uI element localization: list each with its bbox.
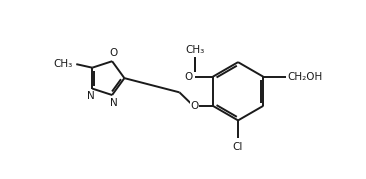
Text: Cl: Cl <box>233 142 243 152</box>
Text: CH₂OH: CH₂OH <box>288 72 323 82</box>
Text: N: N <box>110 98 118 108</box>
Text: CH₃: CH₃ <box>186 45 205 55</box>
Text: CH₃: CH₃ <box>53 59 72 69</box>
Text: O: O <box>109 48 117 58</box>
Text: O: O <box>190 101 198 111</box>
Text: methyl_up: methyl_up <box>191 52 199 54</box>
Text: N: N <box>87 91 94 101</box>
Text: O: O <box>184 72 193 82</box>
